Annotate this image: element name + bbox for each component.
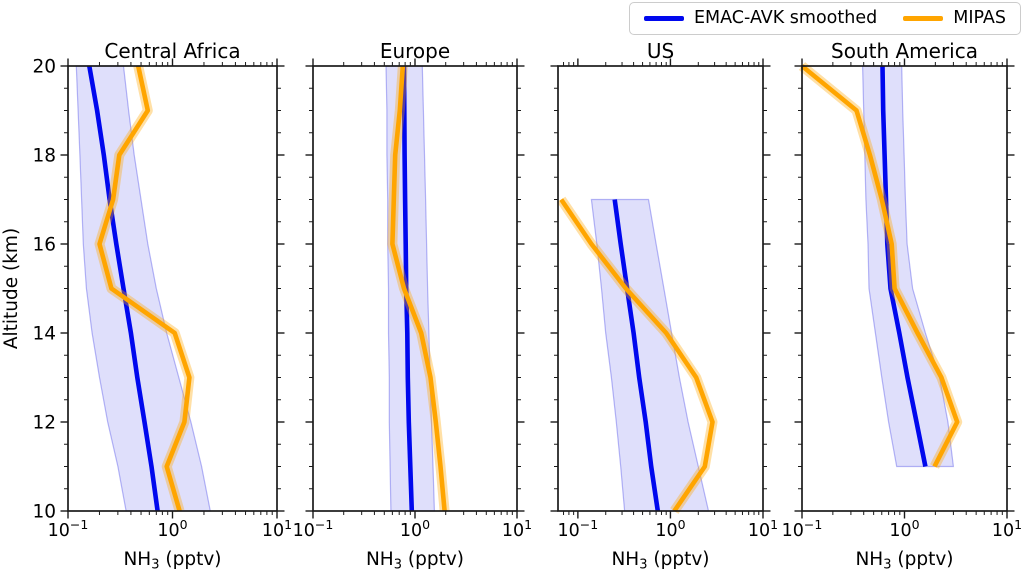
emac-uncertainty-band <box>861 65 955 468</box>
legend-item-mipas: MIPAS <box>903 8 1006 28</box>
x-axis-label: NH3 (pptv) <box>611 549 709 573</box>
emac-uncertainty-band <box>75 65 212 512</box>
mipas-line <box>559 198 715 513</box>
x-tick-label: 10−1 <box>48 517 89 541</box>
x-axis-label: NH3 (pptv) <box>366 549 464 573</box>
emac-line <box>87 65 160 512</box>
emac-line <box>612 199 661 512</box>
legend: EMAC-AVK smoothed MIPAS <box>628 2 1021 35</box>
x-tick-label: 100 <box>157 517 187 541</box>
y-axis-label: Altitude (km) <box>1 228 22 349</box>
emac-line-swatch <box>643 15 684 21</box>
x-tick-label: 100 <box>400 517 430 541</box>
subplot-title: Central Africa <box>104 39 240 63</box>
y-tick-label: 18 <box>32 146 56 167</box>
emac-line <box>880 65 928 467</box>
x-tick-label: 100 <box>655 517 685 541</box>
legend-item-emac: EMAC-AVK smoothed <box>643 8 878 28</box>
x-axis-label: NH3 (pptv) <box>123 549 221 573</box>
subplot-title: Europe <box>380 39 450 63</box>
x-tick-label: 101 <box>502 517 532 541</box>
mipas-line-swatch <box>903 15 944 21</box>
x-tick-label: 10−1 <box>558 517 599 541</box>
y-tick-label: 14 <box>32 324 56 345</box>
legend-label-mipas: MIPAS <box>953 8 1006 28</box>
x-tick-label: 100 <box>889 517 919 541</box>
emac-uncertainty-band <box>590 198 710 512</box>
x-tick-label: 101 <box>992 517 1022 541</box>
mipas-line <box>390 65 447 512</box>
x-axis-label: NH3 (pptv) <box>855 549 953 573</box>
x-tick-label: 101 <box>262 517 292 541</box>
legend-label-emac: EMAC-AVK smoothed <box>693 8 878 28</box>
mipas-line <box>800 64 960 468</box>
mipas-line <box>97 65 192 512</box>
y-tick-label: 12 <box>32 413 56 434</box>
x-tick-label: 10−1 <box>293 517 334 541</box>
subplot-title: US <box>647 39 674 63</box>
x-tick-label: 101 <box>748 517 778 541</box>
y-tick-label: 10 <box>32 502 56 523</box>
y-tick-label: 16 <box>32 235 56 256</box>
y-tick-label: 20 <box>32 57 56 78</box>
subplot-title: South America <box>831 39 978 63</box>
x-tick-label: 10−1 <box>782 517 823 541</box>
